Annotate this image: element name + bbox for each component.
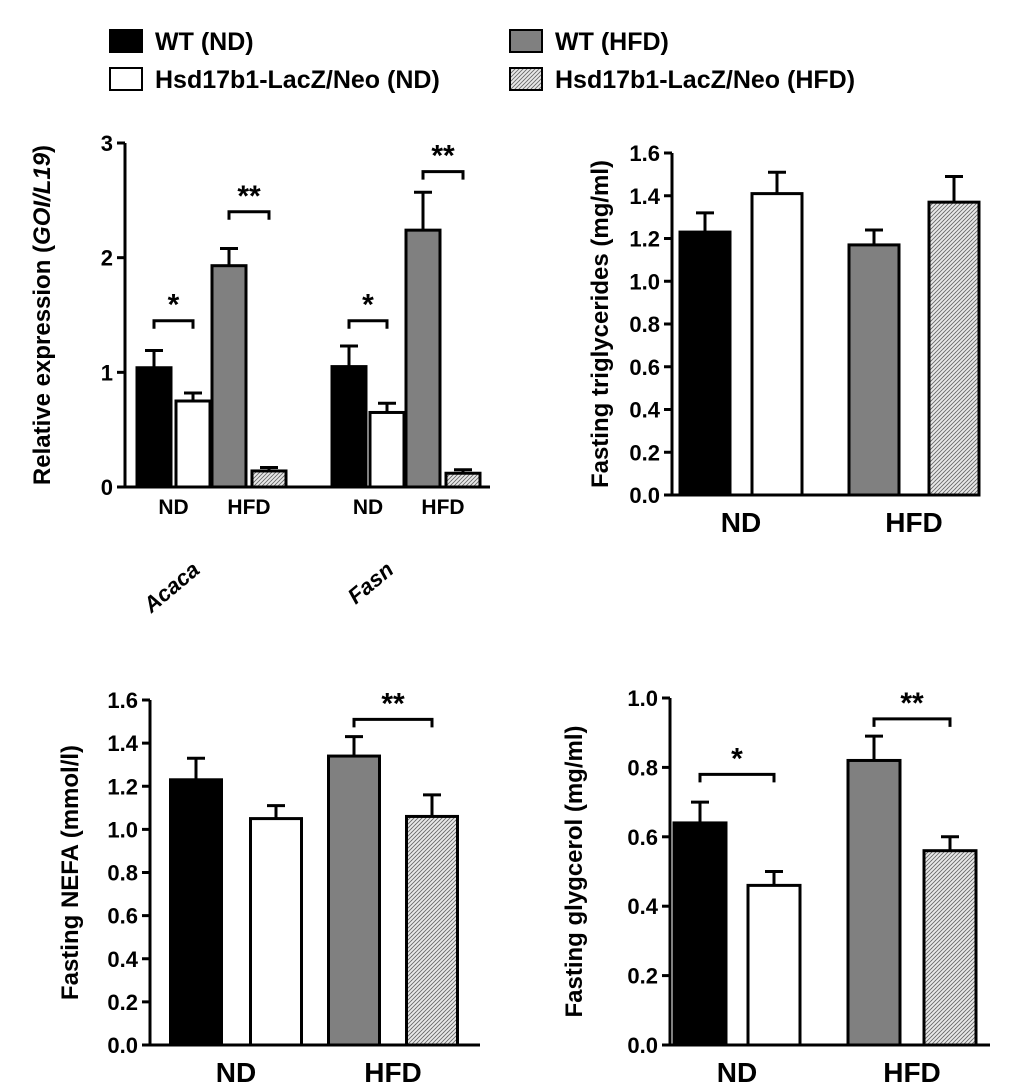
y-axis-label: Fasting NEFA (mmol/l) [57,745,84,1000]
y-tick-label: 0.0 [629,483,660,508]
significance-label: * [731,742,743,775]
bar-wt_nd [672,821,728,1047]
significance-label: * [168,289,180,322]
legend-label-ko-hfd: Hsd17b1-LacZ/Neo (HFD) [555,66,855,94]
significance-label: ** [237,180,261,213]
y-tick-label: 0.2 [107,990,138,1015]
y-tick-label: 1.0 [627,686,658,711]
legend-label-wt-nd: WT (ND) [155,28,254,56]
y-tick-label: 0.2 [627,964,658,989]
y-tick-label: 0.2 [629,440,660,465]
significance-bracket [698,772,776,783]
bar-ko_hfd [405,814,459,1047]
y-tick-label: 0.6 [629,355,660,380]
significance-bracket [227,210,271,220]
legend-swatch-wt-hfd [509,29,543,53]
y-tick-label: 1.6 [107,688,138,713]
y-axis-label: Fasting glygcerol (mg/ml) [561,725,588,1017]
significance-label: ** [900,687,924,720]
y-tick-label: 0.4 [629,398,660,423]
y-tick-label: 1.2 [107,774,138,799]
y-tick-label: 0.6 [107,904,138,929]
y-tick-label: 1.6 [629,141,660,166]
bar-ko_nd [174,399,212,489]
legend: WT (ND) WT (HFD) Hsd17b1-LacZ/Neo (ND) H… [109,28,855,94]
significance-bracket [347,319,389,329]
bar-wt_hfd [846,758,902,1047]
significance-bracket [421,170,465,180]
significance-bracket [352,717,434,728]
bar-ko_hfd [250,469,288,489]
y-axis-label: Relative expression (GOI/L19) [29,145,56,485]
bar-ko_nd [746,883,802,1047]
y-tick-label: 0.0 [627,1033,658,1058]
bar-wt_hfd [210,264,248,489]
bar-ko_hfd [927,200,981,497]
y-tick-label: 0.8 [629,312,660,337]
x-category-label: ND [721,507,761,538]
legend-label-ko-nd: Hsd17b1-LacZ/Neo (ND) [155,66,440,94]
bar-ko_nd [368,410,406,489]
bar-ko_hfd [922,849,978,1047]
bar-ko_nd [750,192,804,497]
x-category-label: HFD [885,507,943,538]
legend-swatch-ko-nd [109,67,143,91]
y-tick-label: 1 [101,360,113,385]
legend-item-ko-nd: Hsd17b1-LacZ/Neo (ND) [109,66,440,94]
bar-ko_hfd [444,471,482,489]
significance-bracket [152,319,195,329]
bar-ko_nd [249,817,303,1047]
legend-swatch-wt-nd [109,29,143,53]
y-tick-label: 0.4 [627,894,658,919]
x-diet-label: HFD [227,496,270,519]
bar-wt_nd [135,366,173,489]
y-tick-label: 1.2 [629,227,660,252]
legend-item-wt-hfd: WT (HFD) [509,28,669,56]
panel-fasting-triglycerides: 0.0 0.2 0.4 0.6 0.8 1.0 1.2 1.4 1.6 Fasting trigl… [587,141,981,538]
x-diet-label: ND [353,496,383,519]
bar-wt_nd [678,230,732,497]
y-axis-label: Fasting triglycerides (mg/ml) [587,160,614,488]
bar-wt_nd [330,365,368,489]
x-category-label: ND [216,1057,256,1082]
bar-wt_hfd [847,243,901,497]
y-tick-label: 0.4 [107,947,138,972]
y-tick-label: 3 [101,131,113,156]
bar-wt_hfd [327,754,381,1047]
y-tick-label: 2 [101,246,113,271]
panel-fasting-nefa: 0.0 0.2 0.4 0.6 0.8 1.0 1.2 1.4 1.6 Fasting NEFA … [57,687,480,1082]
y-tick-label: 0.6 [627,825,658,850]
significance-bracket [872,717,952,727]
x-diet-label: ND [158,496,188,519]
y-tick-label: 0.8 [627,755,658,780]
significance-label: * [362,289,374,322]
legend-label-wt-hfd: WT (HFD) [555,28,669,56]
legend-item-ko-hfd: Hsd17b1-LacZ/Neo (HFD) [509,66,855,94]
legend-swatch-ko-hfd [509,67,543,91]
x-gene-label: Acaca [138,557,205,618]
bar-wt_nd [169,778,223,1047]
y-tick-label: 0.8 [107,861,138,886]
y-tick-label: 0.0 [107,1033,138,1058]
panel-fasting-glycerol: 0.0 0.2 0.4 0.6 0.8 1.0 Fasting glygcerol (mg/… [561,686,990,1082]
significance-label: ** [431,140,455,173]
legend-item-wt-nd: WT (ND) [109,28,254,56]
y-tick-label: 1.4 [629,184,660,209]
x-gene-label: Fasn [343,557,398,609]
bar-wt_hfd [404,228,442,489]
x-diet-label: HFD [421,496,464,519]
x-category-label: HFD [364,1057,422,1082]
x-category-label: ND [717,1057,757,1082]
significance-label: ** [381,687,405,720]
y-tick-label: 1.0 [107,817,138,842]
y-tick-label: 1.4 [107,731,138,756]
x-category-label: HFD [883,1057,941,1082]
y-tick-label: 1.0 [629,269,660,294]
y-tick-label: 0 [101,475,113,500]
